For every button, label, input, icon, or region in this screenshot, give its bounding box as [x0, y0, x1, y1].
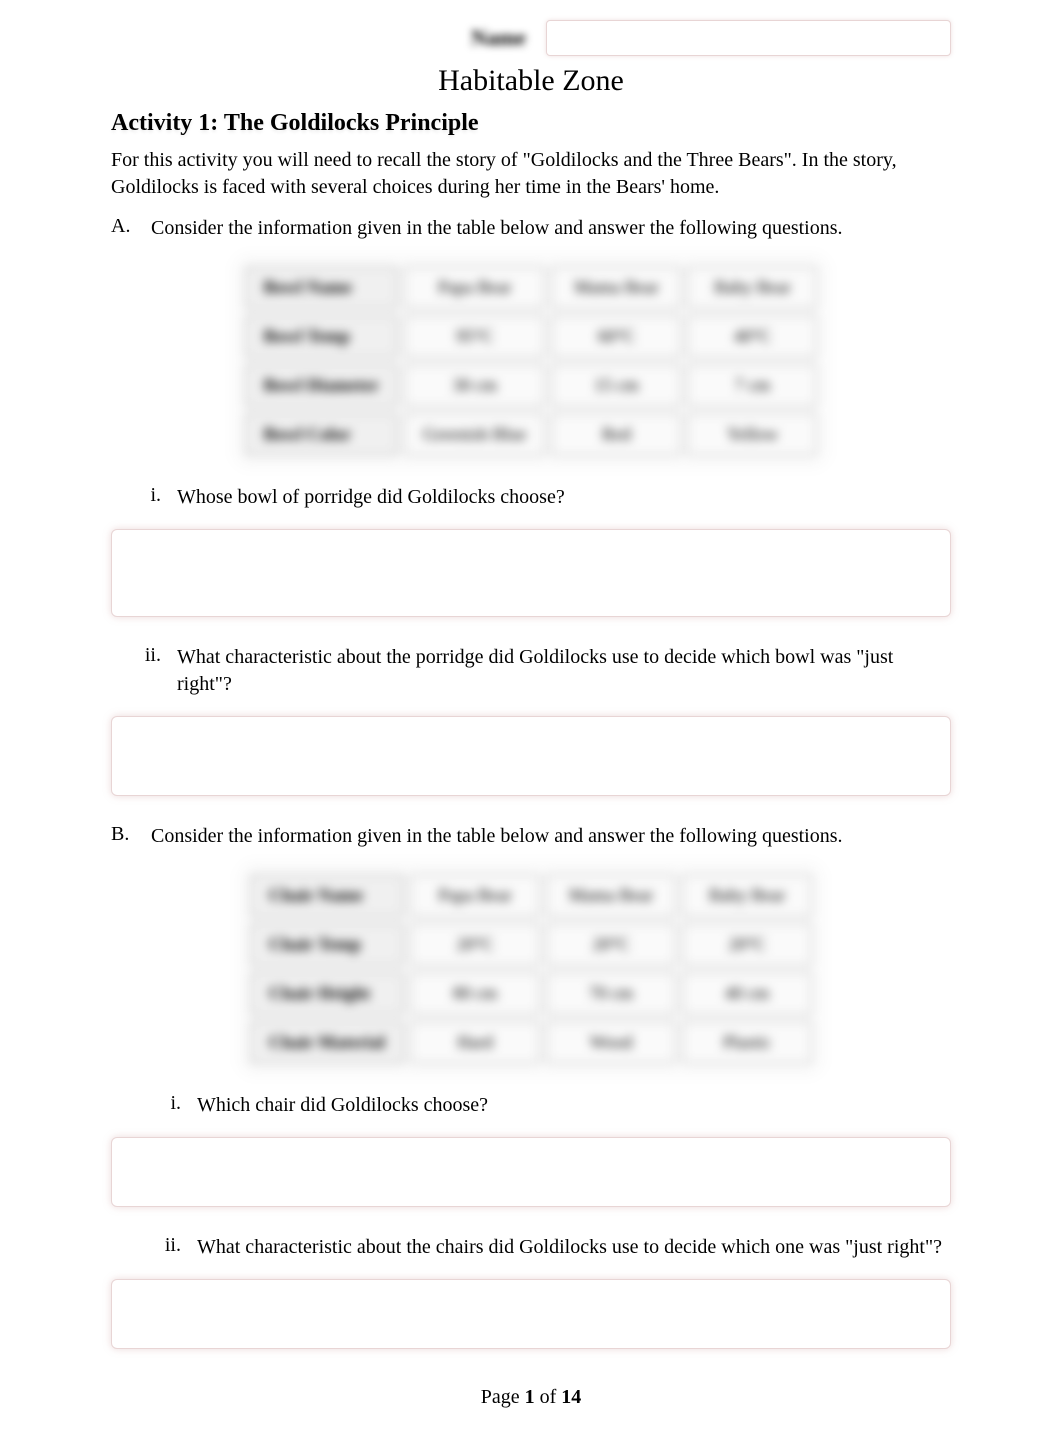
table-cell: Papa Bear [404, 266, 545, 309]
table-row: Bowl Color Greenish Blue Red Yellow [245, 413, 818, 456]
answer-input-b-i[interactable] [111, 1137, 951, 1207]
table-cell: Baby Bear [687, 266, 817, 309]
section-b-header: B. Consider the information given in the… [111, 823, 951, 850]
table-header-cell: Chair Height [250, 972, 404, 1015]
table-header-cell: Bowl Name [245, 266, 398, 309]
table-cell: 80 cm [410, 972, 540, 1015]
name-row: Name [111, 20, 951, 56]
table-header-cell: Bowl Diameter [245, 364, 398, 407]
table-row: Chair Name Papa Bear Mama Bear Baby Bear [250, 874, 812, 917]
question-text: Which chair did Goldilocks choose? [197, 1092, 488, 1119]
footer-current-page: 1 [525, 1386, 535, 1408]
table-cell: Plastic [682, 1021, 812, 1064]
table-cell: Baby Bear [682, 874, 812, 917]
question-number: i. [151, 1092, 181, 1119]
table-cell: Yellow [687, 413, 817, 456]
question-b-i: i. Which chair did Goldilocks choose? [111, 1092, 951, 1119]
answer-input-b-ii[interactable] [111, 1279, 951, 1349]
intro-text: For this activity you will need to recal… [111, 147, 951, 201]
table-header-cell: Chair Temp [250, 923, 404, 966]
table-cell: Greenish Blue [404, 413, 545, 456]
table-cell: 20°C [410, 923, 540, 966]
question-number: ii. [131, 644, 161, 698]
table-cell: 95°C [404, 315, 545, 358]
footer-separator: of [535, 1386, 562, 1408]
table-row: Bowl Name Papa Bear Mama Bear Baby Bear [245, 266, 818, 309]
question-text: What characteristic about the chairs did… [197, 1234, 942, 1261]
section-text: Consider the information given in the ta… [151, 215, 843, 242]
table-header-cell: Bowl Color [245, 413, 398, 456]
page-footer: Page 1 of 14 [111, 1386, 951, 1409]
table-cell: 40°C [687, 315, 817, 358]
table-cell: 40 cm [682, 972, 812, 1015]
section-a-header: A. Consider the information given in the… [111, 215, 951, 242]
activity-title: Activity 1: The Goldilocks Principle [111, 110, 951, 137]
question-text: What characteristic about the porridge d… [177, 644, 951, 698]
footer-total-pages: 14 [561, 1386, 581, 1408]
section-letter: B. [111, 823, 137, 850]
question-text: Whose bowl of porridge did Goldilocks ch… [177, 484, 565, 511]
table-cell: 30 cm [404, 364, 545, 407]
table-cell: 15 cm [551, 364, 681, 407]
table-cell: 60°C [551, 315, 681, 358]
table-cell: 70 cm [546, 972, 676, 1015]
section-letter: A. [111, 215, 137, 242]
table-row: Bowl Temp 95°C 60°C 40°C [245, 315, 818, 358]
chair-table: Chair Name Papa Bear Mama Bear Baby Bear… [244, 868, 818, 1070]
table-row: Bowl Diameter 30 cm 15 cm 7 cm [245, 364, 818, 407]
question-number: ii. [151, 1234, 181, 1261]
page-title: Habitable Zone [111, 64, 951, 98]
table-cell: 20°C [682, 923, 812, 966]
answer-input-a-ii[interactable] [111, 716, 951, 796]
question-a-i: i. Whose bowl of porridge did Goldilocks… [111, 484, 951, 511]
question-a-ii: ii. What characteristic about the porrid… [111, 644, 951, 698]
table-header-cell: Chair Name [250, 874, 404, 917]
answer-input-a-i[interactable] [111, 529, 951, 617]
table-row: Chair Height 80 cm 70 cm 40 cm [250, 972, 812, 1015]
table-cell: Wood [546, 1021, 676, 1064]
section-text: Consider the information given in the ta… [151, 823, 843, 850]
name-label: Name [471, 25, 526, 51]
worksheet-page: Name Habitable Zone Activity 1: The Gold… [111, 20, 951, 1429]
table-cell: Red [551, 413, 681, 456]
table-cell: Hard [410, 1021, 540, 1064]
table-header-cell: Chair Material [250, 1021, 404, 1064]
footer-prefix: Page [481, 1386, 525, 1408]
porridge-table: Bowl Name Papa Bear Mama Bear Baby Bear … [239, 260, 824, 462]
table-cell: Papa Bear [410, 874, 540, 917]
table-cell: 20°C [546, 923, 676, 966]
table-row: Chair Temp 20°C 20°C 20°C [250, 923, 812, 966]
table-cell: Mama Bear [551, 266, 681, 309]
table-cell: 7 cm [687, 364, 817, 407]
table-header-cell: Bowl Temp [245, 315, 398, 358]
table-row: Chair Material Hard Wood Plastic [250, 1021, 812, 1064]
question-b-ii: ii. What characteristic about the chairs… [111, 1234, 951, 1261]
question-number: i. [131, 484, 161, 511]
table-cell: Mama Bear [546, 874, 676, 917]
name-input[interactable] [546, 20, 951, 56]
